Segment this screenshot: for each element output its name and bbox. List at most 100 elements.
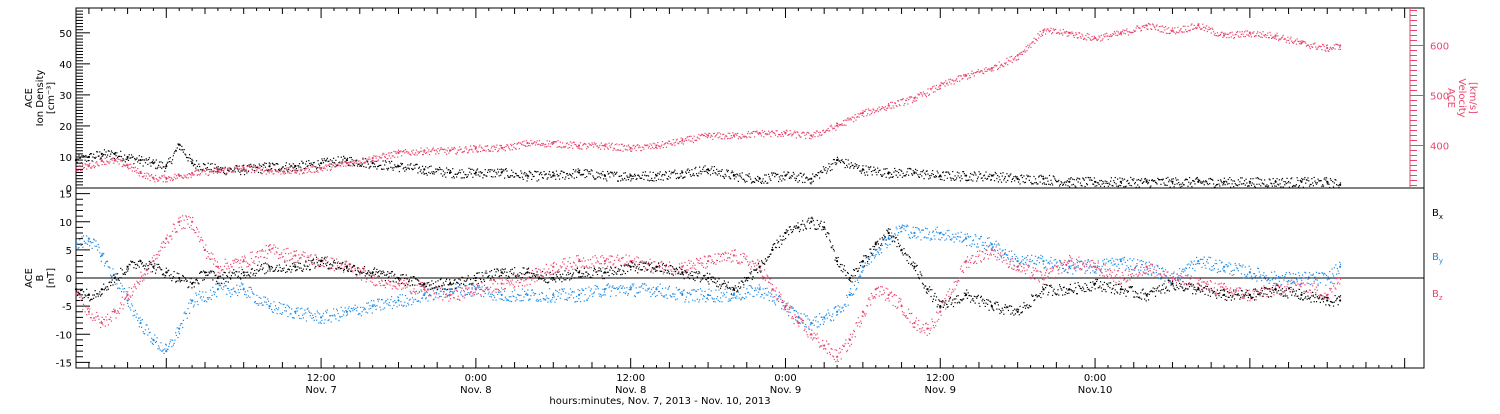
- data-dot: [420, 151, 421, 152]
- data-dot: [583, 174, 584, 175]
- data-dot: [407, 303, 408, 304]
- data-dot: [1244, 180, 1245, 181]
- data-dot: [1223, 33, 1224, 34]
- data-dot: [888, 173, 889, 174]
- data-dot: [728, 170, 729, 171]
- data-dot: [840, 162, 841, 163]
- data-dot: [191, 177, 192, 178]
- data-dot: [1314, 177, 1315, 178]
- data-dot: [711, 166, 712, 167]
- data-dot: [735, 133, 736, 134]
- data-dot: [799, 135, 800, 136]
- data-dot: [167, 181, 168, 182]
- data-dot: [357, 164, 358, 165]
- data-dot: [1094, 36, 1095, 37]
- data-dot: [365, 167, 366, 168]
- data-dot: [175, 178, 176, 179]
- data-dot: [129, 307, 130, 308]
- data-dot: [927, 170, 928, 171]
- data-dot: [800, 313, 801, 314]
- data-dot: [639, 176, 640, 177]
- data-dot: [455, 284, 456, 285]
- data-dot: [720, 175, 721, 176]
- data-dot: [502, 299, 503, 300]
- data-dot: [1290, 182, 1291, 183]
- data-dot: [637, 144, 638, 145]
- data-dot: [881, 108, 882, 109]
- data-dot: [550, 146, 551, 147]
- data-dot: [203, 169, 204, 170]
- data-dot: [974, 171, 975, 172]
- data-dot: [319, 313, 320, 314]
- data-dot: [511, 170, 512, 171]
- data-dot: [717, 174, 718, 175]
- data-point: [1197, 24, 1199, 26]
- data-dot: [602, 295, 603, 296]
- data-dot: [920, 174, 921, 175]
- data-dot: [746, 288, 747, 289]
- data-dot: [1178, 32, 1179, 33]
- data-dot: [117, 161, 118, 162]
- data-dot: [1033, 176, 1034, 177]
- data-dot: [599, 296, 600, 297]
- data-dot: [511, 145, 512, 146]
- data-dot: [1026, 259, 1027, 260]
- data-point: [449, 171, 451, 173]
- data-dot: [931, 173, 932, 174]
- data-dot: [782, 134, 783, 135]
- data-dot: [632, 176, 633, 177]
- data-dot: [204, 171, 205, 172]
- data-dot: [579, 290, 580, 291]
- data-dot: [1204, 184, 1205, 185]
- data-dot: [140, 171, 141, 172]
- data-dot: [1325, 51, 1326, 52]
- data-dot: [944, 175, 945, 176]
- data-dot: [773, 300, 774, 301]
- data-dot: [573, 169, 574, 170]
- data-dot: [623, 173, 624, 174]
- data-dot: [189, 313, 190, 314]
- data-dot: [671, 296, 672, 297]
- data-dot: [951, 180, 952, 181]
- data-dot: [827, 170, 828, 171]
- data-dot: [702, 169, 703, 170]
- data-dot: [550, 302, 551, 303]
- data-dot: [1143, 181, 1144, 182]
- data-dot: [858, 117, 859, 118]
- data-dot: [98, 247, 99, 248]
- data-dot: [845, 125, 846, 126]
- data-dot: [129, 168, 130, 169]
- data-dot: [164, 348, 165, 349]
- data-dot: [293, 168, 294, 169]
- data-dot: [739, 136, 740, 137]
- data-dot: [1296, 184, 1297, 185]
- data-dot: [1025, 51, 1026, 52]
- data-dot: [536, 142, 537, 143]
- data-dot: [620, 180, 621, 181]
- data-dot: [166, 345, 167, 346]
- data-dot: [1226, 181, 1227, 182]
- data-dot: [112, 152, 113, 153]
- data-dot: [618, 181, 619, 182]
- data-dot: [676, 178, 677, 179]
- data-dot: [317, 170, 318, 171]
- data-dot: [623, 292, 624, 293]
- data-dot: [560, 298, 561, 299]
- data-dot: [674, 145, 675, 146]
- data-dot: [932, 170, 933, 171]
- data-dot: [1102, 40, 1103, 41]
- data-dot: [639, 145, 640, 146]
- data-dot: [317, 167, 318, 168]
- data-dot: [95, 162, 96, 163]
- data-dot: [1176, 180, 1177, 181]
- data-dot: [364, 308, 365, 309]
- data-dot: [969, 176, 970, 177]
- data-dot: [106, 157, 107, 158]
- data-dot: [417, 164, 418, 165]
- data-dot: [387, 169, 388, 170]
- data-dot: [377, 299, 378, 300]
- data-dot: [425, 166, 426, 167]
- data-dot: [1040, 182, 1041, 183]
- data-point: [1223, 181, 1225, 183]
- data-dot: [905, 175, 906, 176]
